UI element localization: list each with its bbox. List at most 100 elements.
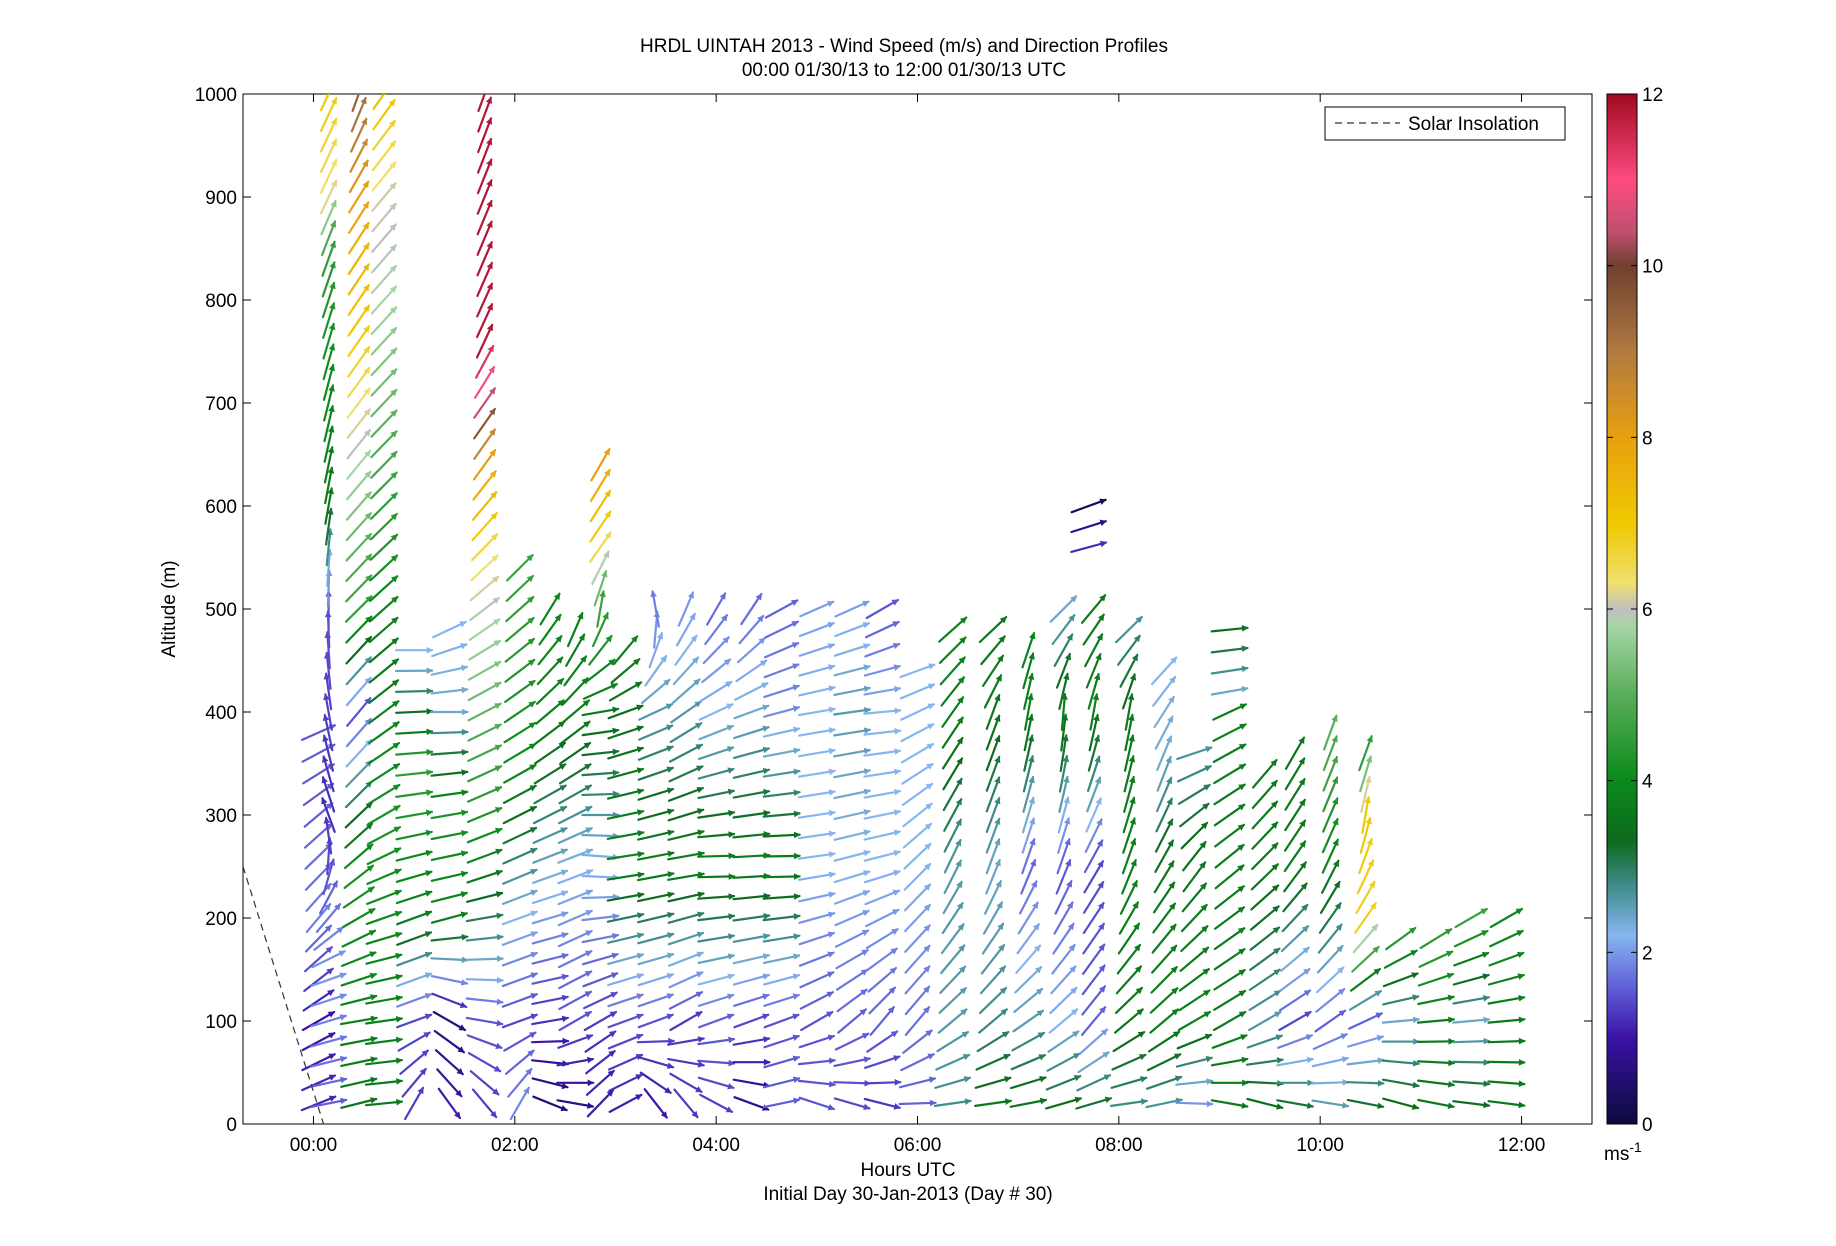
wind-arrow	[1082, 922, 1106, 955]
wind-arrow-head	[1003, 1054, 1011, 1061]
wind-arrow-head	[998, 965, 1006, 973]
wind-arrow	[582, 991, 618, 1010]
wind-arrow	[942, 777, 963, 812]
wind-arrow	[980, 943, 1006, 975]
wind-arrow	[864, 889, 901, 906]
wind-arrow	[556, 1099, 595, 1109]
wind-arrow-head	[763, 1036, 771, 1043]
wind-arrow-head	[321, 776, 328, 784]
wind-arrow-shaft	[509, 1086, 530, 1121]
wind-arrow	[1487, 1059, 1526, 1066]
wind-arrow-shaft	[301, 1031, 336, 1052]
wind-arrow-shaft	[799, 971, 835, 989]
wind-arrow-head	[793, 789, 801, 797]
wind-arrow	[1381, 1059, 1420, 1067]
wind-arrow-shaft	[593, 570, 608, 607]
wind-arrow-head	[1069, 595, 1077, 603]
wind-arrow-shaft	[368, 700, 400, 724]
wind-arrow-head	[1135, 987, 1143, 995]
wind-arrow	[465, 976, 504, 984]
wind-arrow	[1276, 1034, 1314, 1049]
wind-arrow-shaft	[1058, 672, 1069, 711]
wind-arrow-shaft	[900, 723, 935, 743]
wind-arrow-shaft	[1115, 965, 1143, 995]
wind-arrow-shaft	[313, 926, 344, 951]
wind-arrow	[1249, 947, 1281, 971]
wind-arrow	[985, 755, 1001, 792]
wind-arrow	[310, 1014, 347, 1028]
wind-arrow-shaft	[1249, 947, 1281, 971]
wind-arrow-shaft	[430, 871, 468, 882]
wind-arrow-head	[863, 788, 871, 796]
wind-arrow	[430, 911, 468, 924]
wind-arrow-shaft	[395, 710, 434, 714]
wind-arrow-head	[956, 737, 964, 745]
wind-arrow	[472, 470, 497, 501]
wind-arrow	[1121, 673, 1137, 710]
wind-arrow-shaft	[900, 742, 935, 764]
wind-arrow-head	[862, 910, 870, 917]
wind-arrow-head	[793, 953, 801, 960]
wind-arrow-shaft	[372, 98, 396, 131]
wind-arrow-head	[1203, 784, 1211, 791]
wind-arrow-shaft	[1321, 817, 1339, 854]
wind-arrow-head	[721, 614, 728, 622]
wind-arrow-head	[1073, 1075, 1082, 1082]
wind-arrow-shaft	[467, 765, 503, 783]
wind-arrow-head	[1303, 989, 1312, 997]
wind-arrow-shaft	[732, 954, 771, 965]
wind-arrow-head	[321, 755, 329, 763]
wind-arrow-head	[608, 1030, 617, 1038]
wind-arrow	[563, 655, 588, 687]
wind-arrow-head	[603, 448, 610, 456]
wind-arrow-head	[666, 745, 674, 752]
wind-arrow	[610, 658, 641, 684]
wind-arrow-head	[697, 1061, 705, 1068]
wind-arrow-shaft	[326, 548, 331, 587]
wind-arrow-shaft	[1284, 736, 1306, 770]
wind-arrow	[697, 893, 736, 900]
wind-arrow	[939, 965, 967, 995]
wind-arrow-shaft	[1083, 839, 1104, 874]
wind-arrow	[531, 911, 569, 925]
wind-arrow-shaft	[1117, 922, 1141, 955]
wind-arrow-shaft	[557, 869, 594, 885]
wind-arrow	[863, 748, 902, 757]
wind-arrow-shaft	[1052, 922, 1075, 955]
wind-arrow	[1118, 901, 1140, 935]
wind-arrow-shaft	[395, 689, 434, 694]
wind-arrow-shaft	[900, 703, 935, 721]
wind-arrow	[343, 864, 375, 890]
wind-arrow	[304, 924, 333, 953]
wind-arrow-head	[389, 244, 397, 252]
wind-arrow-shaft	[301, 743, 336, 763]
wind-arrow	[477, 94, 486, 113]
wind-arrow-head	[1034, 966, 1042, 974]
wind-arrow-head	[1129, 817, 1136, 825]
wind-arrow-shaft	[834, 929, 870, 948]
wind-arrow	[535, 677, 565, 705]
wind-arrow-head	[728, 831, 736, 838]
wind-arrow-shaft	[304, 946, 333, 973]
wind-arrow-shaft	[351, 94, 360, 113]
wind-arrow-head	[362, 263, 370, 271]
wind-arrow-head	[828, 809, 836, 817]
wind-arrow	[762, 768, 801, 778]
wind-arrow-shaft	[637, 932, 675, 945]
wind-arrow-shaft	[430, 851, 469, 862]
wind-arrow-head	[925, 803, 933, 810]
wind-arrow-shaft	[471, 533, 499, 562]
solar-insolation-line	[243, 866, 325, 1124]
wind-arrow-shaft	[606, 872, 645, 881]
wind-arrow	[763, 1034, 800, 1049]
wind-arrow	[341, 929, 377, 948]
wind-arrow-shaft	[863, 870, 901, 884]
wind-arrow	[1346, 1057, 1385, 1066]
wind-arrow-shaft	[370, 471, 398, 500]
wind-arrow-shaft	[943, 859, 962, 895]
wind-arrow-shaft	[638, 703, 674, 721]
wind-arrow-head	[862, 643, 871, 650]
wind-arrow-head	[1367, 859, 1374, 867]
wind-arrow-shaft	[1487, 1018, 1526, 1024]
wind-arrow-shaft	[558, 1010, 592, 1032]
